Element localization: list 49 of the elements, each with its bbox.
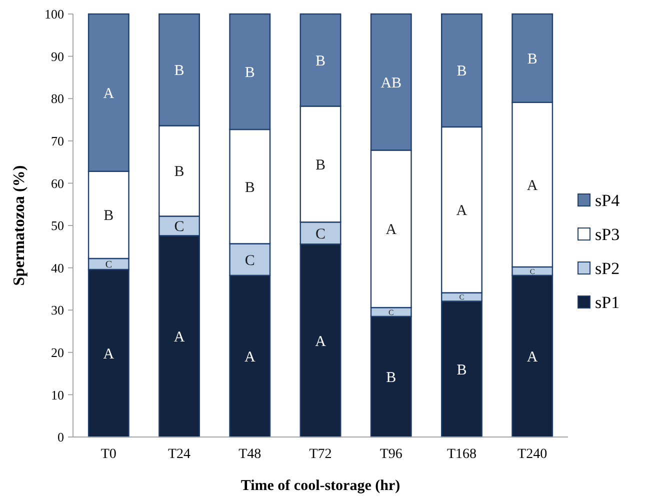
y-tick-label: 40 — [51, 260, 64, 276]
data-label: B — [315, 157, 326, 174]
y-tick-label: 60 — [51, 176, 64, 191]
y-tick-label: 70 — [51, 133, 64, 148]
y-tick-label: 0 — [58, 430, 64, 445]
x-tick-label: T0 — [100, 447, 116, 462]
data-label: B — [456, 362, 467, 378]
y-tick-label: 80 — [51, 91, 64, 106]
data-label: C — [174, 219, 184, 236]
y-tick-label: 90 — [51, 48, 64, 64]
legend-label: sP2 — [595, 258, 620, 278]
y-tick-label: 50 — [51, 218, 64, 234]
x-tick-label: T240 — [518, 447, 548, 462]
data-label: C — [244, 252, 255, 269]
data-label: B — [174, 164, 184, 180]
y-tick-label: 30 — [51, 302, 64, 318]
data-label: A — [103, 86, 114, 102]
y-tick-label: 100 — [44, 6, 64, 22]
x-axis-title: Time of cool-storage (hr) — [240, 478, 400, 494]
data-label: B — [386, 370, 396, 386]
x-tick-label: T48 — [238, 447, 262, 462]
x-tick-label: T96 — [380, 447, 402, 462]
data-label: A — [386, 222, 397, 238]
y-tick-label: 10 — [51, 387, 64, 402]
data-label: A — [103, 346, 114, 362]
data-label: B — [174, 63, 184, 80]
data-label: B — [104, 208, 114, 224]
legend-label: sP3 — [595, 224, 620, 244]
y-tick-label: 20 — [51, 344, 64, 360]
data-label: B — [244, 180, 255, 196]
data-label: B — [315, 53, 326, 70]
data-label: A — [456, 203, 468, 220]
data-label: A — [526, 178, 538, 194]
data-label: A — [244, 349, 256, 366]
data-label: B — [244, 64, 255, 81]
data-label: AB — [380, 75, 402, 92]
data-label: B — [456, 64, 467, 80]
data-label: A — [174, 330, 185, 346]
legend-label: sP1 — [595, 292, 620, 312]
x-tick-label: T72 — [309, 447, 332, 462]
x-tick-label: T24 — [168, 447, 191, 462]
data-label: B — [527, 51, 538, 68]
data-label: C — [315, 226, 326, 242]
x-tick-label: T168 — [446, 447, 477, 462]
data-label: C — [105, 259, 112, 270]
data-label: A — [315, 334, 326, 350]
legend-label: sP4 — [595, 190, 620, 210]
data-label: A — [526, 349, 538, 366]
y-axis-title: Spermatozoa (%) — [11, 165, 28, 286]
